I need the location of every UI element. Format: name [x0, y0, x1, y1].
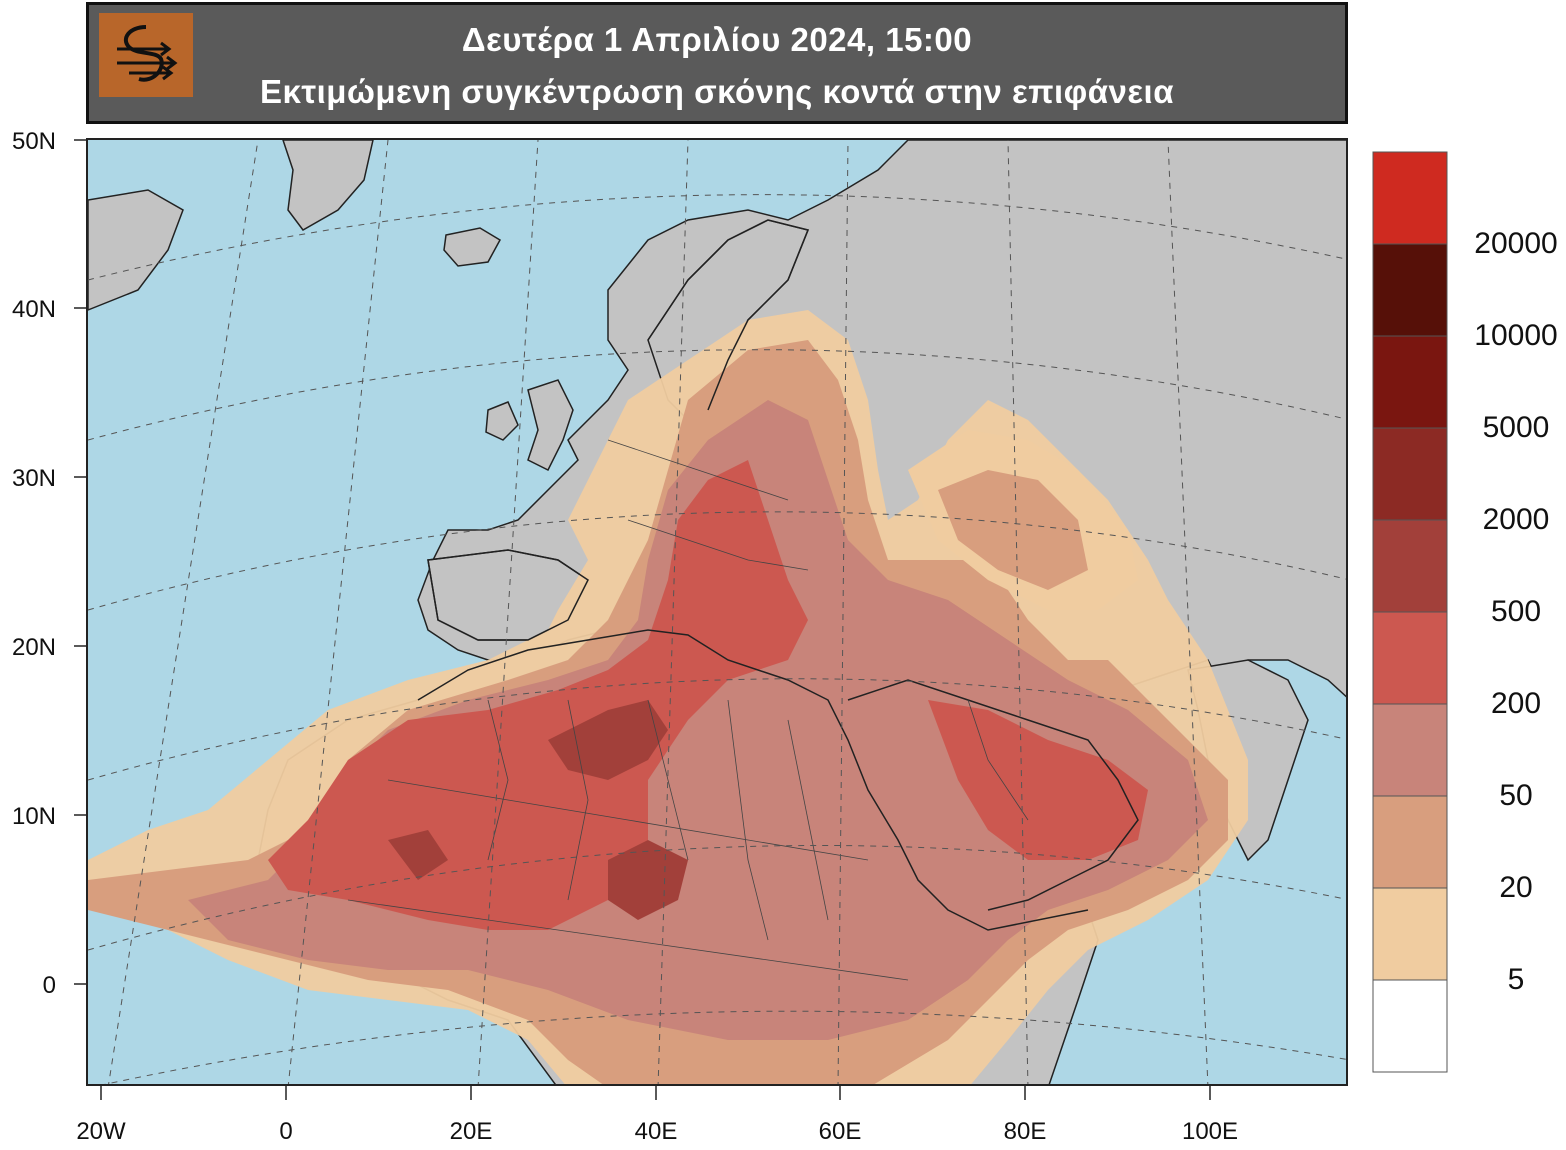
lon-label-20e: 20E — [449, 1118, 493, 1145]
graticule — [88, 140, 1346, 1084]
title-description: Εκτιμώμενη συγκέντρωση σκόνης κοντά στην… — [259, 73, 1174, 110]
colorbar-swatch-7 — [1372, 795, 1448, 889]
lat-label-10n: 10N — [11, 803, 56, 830]
lon-label-100e: 100E — [1181, 1118, 1239, 1145]
lon-label-60e: 60E — [818, 1118, 862, 1145]
colorbar-legend — [1372, 151, 1448, 1073]
colorbar-swatch-4 — [1372, 519, 1448, 613]
colorbar-label-5: 5 — [1507, 963, 1525, 996]
logo-icon — [99, 13, 193, 97]
colorbar-label-20: 20 — [1499, 871, 1533, 904]
country-borders — [347, 439, 1029, 981]
colorbar-swatch-6 — [1372, 703, 1448, 797]
colorbar-swatch-1 — [1372, 243, 1448, 337]
lat-label-20n: 20N — [11, 634, 56, 661]
colorbar-swatch-9 — [1372, 979, 1448, 1073]
border-lines — [417, 219, 1139, 931]
lat-label-0: 0 — [42, 972, 56, 999]
colorbar-swatch-2 — [1372, 335, 1448, 429]
colorbar-label-10000: 10000 — [1474, 319, 1558, 352]
colorbar-label-50: 50 — [1499, 779, 1533, 812]
colorbar-swatch-0 — [1372, 151, 1448, 245]
dust-concentration-map — [86, 138, 1348, 1086]
dust-field — [88, 310, 1248, 1084]
colorbar-swatch-5 — [1372, 611, 1448, 705]
colorbar-label-5000: 5000 — [1482, 411, 1550, 444]
lon-label-20w: 20W — [76, 1118, 126, 1145]
colorbar-label-2000: 2000 — [1482, 503, 1550, 536]
colorbar-swatch-8 — [1372, 887, 1448, 981]
colorbar-label-20000: 20000 — [1474, 227, 1558, 260]
lon-label-80e: 80E — [1003, 1118, 1047, 1145]
colorbar-label-200: 200 — [1490, 687, 1542, 720]
lat-label-50n: 50N — [11, 128, 56, 155]
lat-label-30n: 30N — [11, 465, 56, 492]
lon-label-40e: 40E — [634, 1118, 678, 1145]
lat-label-40n: 40N — [11, 296, 56, 323]
colorbar-label-500: 500 — [1490, 595, 1542, 628]
lon-label-0: 0 — [279, 1118, 293, 1145]
title-date: Δευτέρα 1 Απριλίου 2024, 15:00 — [461, 21, 973, 58]
map-title-banner: Δευτέρα 1 Απριλίου 2024, 15:00 Εκτιμώμεν… — [86, 2, 1348, 124]
colorbar-swatch-3 — [1372, 427, 1448, 521]
